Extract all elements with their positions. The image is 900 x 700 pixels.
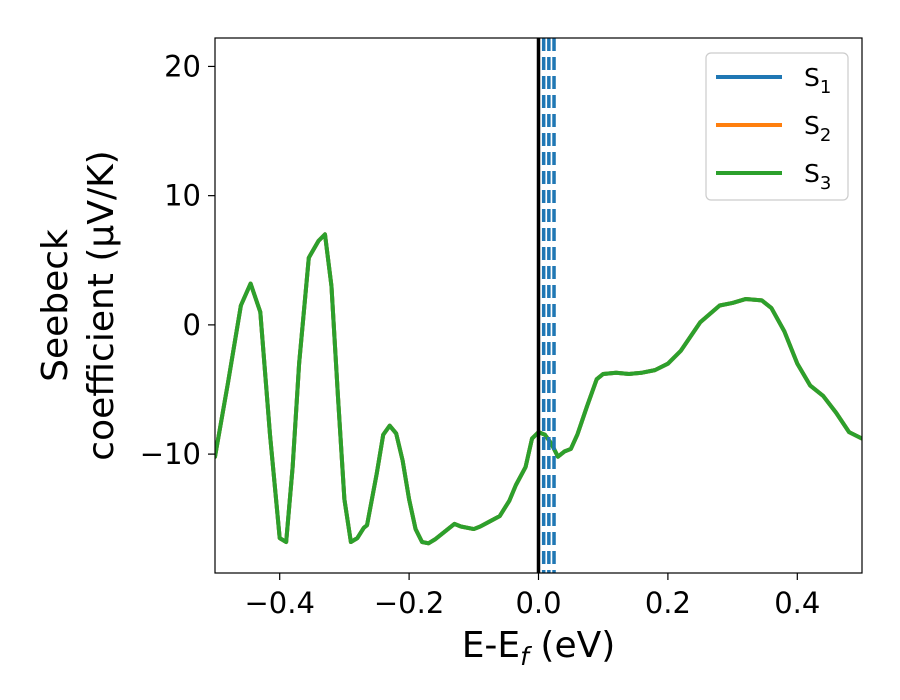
legend-label-main: S [804, 63, 820, 92]
legend-label-subscript: 2 [820, 125, 831, 146]
legend-label-s3: S3 [804, 159, 831, 194]
legend-label-subscript: 3 [820, 173, 831, 194]
y-tick-label: 20 [164, 49, 201, 83]
x-axis-label-unit: (eV) [529, 625, 615, 666]
x-axis-label-main: E-E [462, 625, 520, 666]
y-axis-label-line-1: Seebeck [35, 229, 76, 382]
x-tick-label: −0.4 [244, 586, 314, 620]
series-group [215, 232, 862, 546]
x-axis-label: E-Ef (eV) [462, 625, 616, 671]
x-tick-label: 0.0 [515, 586, 561, 620]
y-axis-label: Seebeck coefficient (μV/K) [35, 150, 122, 460]
legend-label-main: S [804, 111, 820, 140]
legend-label-subscript: 1 [820, 77, 831, 98]
y-tick-label: −10 [140, 437, 201, 471]
y-tick-label: 10 [164, 179, 201, 213]
plot-area: −0.4 −0.2 0.0 0.2 0.4 −10 0 10 20 E-Ef (eV) Seebec… [35, 37, 863, 671]
y-tick-label: 0 [183, 308, 201, 342]
legend-label-s1: S1 [804, 63, 831, 98]
legend-label-s2: S2 [804, 111, 831, 146]
y-axis-label-line-2: coefficient (μV/K) [81, 150, 122, 460]
x-tick-label: −0.2 [374, 586, 444, 620]
legend-label-main: S [804, 159, 820, 188]
x-tick-label: 0.2 [645, 586, 691, 620]
series-line-s3 [215, 232, 862, 546]
x-tick-label: 0.4 [774, 586, 820, 620]
